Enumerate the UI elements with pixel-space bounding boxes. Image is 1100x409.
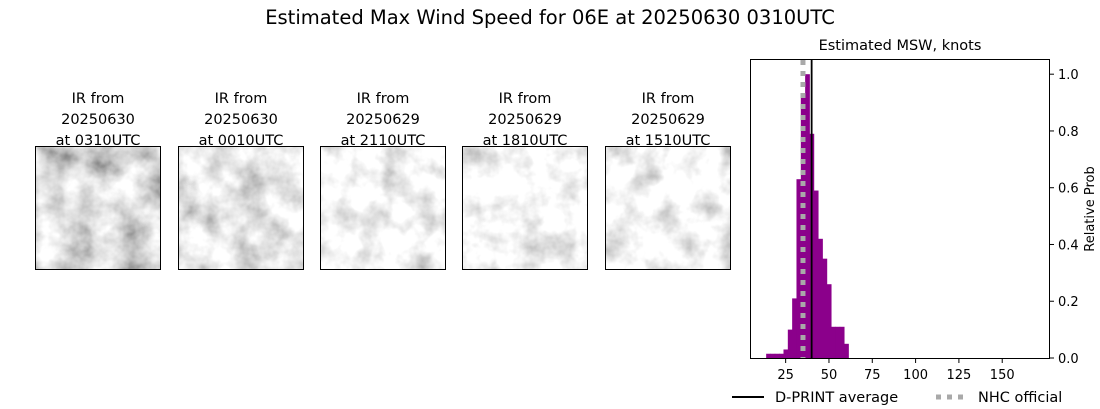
x-tick-label: 125 bbox=[946, 368, 971, 383]
ir-panel-title: IR from 20250629 at 1510UTC bbox=[625, 91, 711, 149]
histogram-bars bbox=[766, 74, 849, 359]
histogram-bar-1 bbox=[770, 353, 776, 358]
x-axis-ticks: 25 50 75 100 125 150 bbox=[777, 358, 1015, 383]
ir-satellite-image bbox=[178, 146, 304, 270]
histogram-bar-9 bbox=[805, 74, 810, 358]
x-tick-label: 75 bbox=[864, 368, 881, 383]
ir-panel-4: IR from 20250629 at 1810UTC bbox=[462, 89, 588, 270]
ir-panel-title: IR from 20250629 at 2110UTC bbox=[340, 91, 426, 149]
legend-label-d-print: D-PRINT average bbox=[775, 390, 898, 406]
histogram-bar-13 bbox=[822, 258, 828, 358]
histogram-bar-6 bbox=[792, 298, 797, 358]
y-tick-label: 0.0 bbox=[1058, 352, 1079, 367]
ir-panel-3: IR from 20250629 at 2110UTC bbox=[320, 89, 446, 270]
histogram-bar-0 bbox=[766, 353, 771, 358]
ir-satellite-image bbox=[462, 146, 588, 270]
figure-title: Estimated Max Wind Speed for 06E at 2025… bbox=[265, 6, 835, 29]
histogram-bar-17 bbox=[839, 326, 845, 358]
histogram-bar-16 bbox=[835, 326, 841, 358]
y-tick-label: 0.6 bbox=[1058, 182, 1079, 197]
ir-panel-1: IR from 20250630 at 0310UTC bbox=[35, 89, 161, 270]
y-axis-label: Relative Prob bbox=[1083, 166, 1098, 251]
histogram-bar-2 bbox=[774, 353, 780, 358]
y-tick-label: 0.2 bbox=[1058, 295, 1079, 310]
y-tick-label: 1.0 bbox=[1058, 68, 1079, 83]
histogram-bar-4 bbox=[783, 349, 789, 358]
x-tick-label: 150 bbox=[990, 368, 1015, 383]
y-tick-label: 0.4 bbox=[1058, 238, 1079, 253]
x-tick-label: 50 bbox=[821, 368, 838, 383]
plot-frame bbox=[750, 59, 1050, 359]
legend: D-PRINT average NHC official bbox=[732, 390, 1062, 406]
ir-panel-title: IR from 20250630 at 0010UTC bbox=[198, 91, 284, 149]
reference-lines bbox=[800, 60, 813, 358]
ir-panel-title: IR from 20250629 at 1810UTC bbox=[482, 91, 568, 149]
histogram-bar-18 bbox=[844, 343, 849, 358]
ir-satellite-image bbox=[35, 146, 161, 270]
histogram-bar-15 bbox=[831, 326, 836, 358]
x-tick-label: 25 bbox=[777, 368, 794, 383]
ir-panel-5: IR from 20250629 at 1510UTC bbox=[605, 89, 731, 270]
y-axis-ticks: 0.0 0.2 0.4 0.6 0.8 1.0 bbox=[1049, 68, 1079, 367]
legend-label-nhc: NHC official bbox=[978, 390, 1062, 406]
histogram-bar-14 bbox=[826, 284, 832, 358]
y-tick-label: 0.8 bbox=[1058, 125, 1079, 140]
histogram-bar-5 bbox=[787, 329, 793, 358]
histogram-bar-7 bbox=[796, 179, 802, 358]
ir-panel-title: IR from 20250630 at 0310UTC bbox=[55, 91, 141, 149]
histogram-bar-11 bbox=[813, 190, 819, 358]
x-tick-label: 100 bbox=[903, 368, 928, 383]
ir-satellite-image bbox=[320, 146, 446, 270]
chart-title: Estimated MSW, knots bbox=[819, 38, 982, 54]
ir-satellite-image bbox=[605, 146, 731, 270]
histogram-bar-12 bbox=[818, 238, 823, 358]
histogram-bar-3 bbox=[779, 353, 784, 358]
ir-panel-2: IR from 20250630 at 0010UTC bbox=[178, 89, 304, 270]
